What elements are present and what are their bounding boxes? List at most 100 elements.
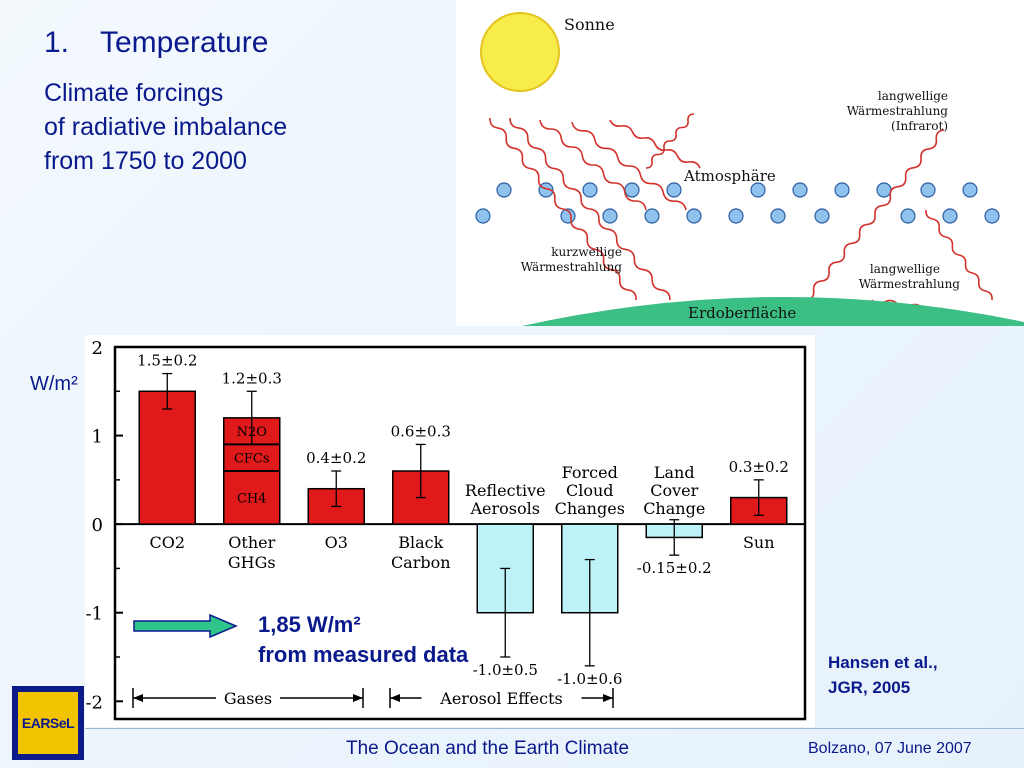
longwave-top-label-1: langwellige <box>878 89 948 103</box>
particle-icon <box>496 182 512 198</box>
citation: Hansen et al., JGR, 2005 <box>828 650 938 700</box>
particle-icon <box>750 182 766 198</box>
particle-icon <box>834 182 850 198</box>
radiation-wave <box>925 209 993 301</box>
radiation-waves <box>489 113 999 321</box>
measured-note: 1,85 W/m² from measured data <box>258 610 468 670</box>
bar-annotation: 0.6±0.3 <box>391 422 451 440</box>
y-tick-label: 1 <box>92 427 103 448</box>
category-label: Cloud <box>566 481 614 500</box>
particle-icon <box>814 208 830 224</box>
radiation-wave <box>571 121 687 211</box>
footer-divider <box>85 728 1024 729</box>
aerosol-bracket-label: Aerosol Effects <box>439 689 562 708</box>
particle-icon <box>475 208 491 224</box>
surface-label: Erdoberfläche <box>688 304 796 322</box>
category-label: Aerosols <box>470 499 540 518</box>
arrow-icon <box>133 614 238 638</box>
particle-icon <box>686 208 702 224</box>
bar-annotation: -0.15±0.2 <box>637 559 712 577</box>
bar-segment-label: CH4 <box>237 492 267 507</box>
category-label: Black <box>398 533 443 552</box>
y-tick-label: 2 <box>92 338 103 359</box>
bar-annotation: 0.4±0.2 <box>306 449 366 467</box>
y-tick-label: -2 <box>85 692 103 713</box>
footer-title: The Ocean and the Earth Climate <box>346 738 630 759</box>
y-tick-label: 0 <box>92 515 103 536</box>
longwave-bottom-label-2: Wärmestrahlung <box>859 277 961 291</box>
bar-segment-label: CFCs <box>234 452 270 467</box>
particle-icon <box>728 208 744 224</box>
particle-icon <box>770 208 786 224</box>
longwave-top-label-3: (Infrarot) <box>891 119 948 133</box>
title-number: 1. <box>44 26 70 59</box>
sun-label: Sonne <box>564 15 615 34</box>
aerosol-bracket-arrowhead <box>603 694 613 702</box>
slide-subtitle: Climate forcings of radiative imbalance … <box>44 76 287 178</box>
logo-text: EARSeL <box>21 715 75 731</box>
group-brackets: Gases Aerosol Effects <box>132 688 614 708</box>
particle-icon <box>666 182 682 198</box>
aerosol-bracket-arrowhead <box>390 694 400 702</box>
earsel-logo: EARSeL <box>12 686 84 760</box>
y-tick-label: -1 <box>85 604 103 625</box>
category-label: Land <box>654 463 695 482</box>
sun-icon <box>480 12 560 92</box>
radiation-wave <box>645 113 695 169</box>
note-line-2: from measured data <box>258 642 469 667</box>
category-label: GHGs <box>228 553 276 572</box>
citation-line-2: JGR, 2005 <box>828 678 911 697</box>
bar-annotation: 0.3±0.2 <box>729 458 789 476</box>
particle-icon <box>792 182 808 198</box>
particle-icon <box>602 208 618 224</box>
atmosphere-label: Atmosphäre <box>683 167 776 185</box>
longwave-bottom-label-1: langwellige <box>870 262 940 276</box>
particle-icon <box>582 182 598 198</box>
subtitle-line: Climate forcings <box>44 79 224 107</box>
greenhouse-diagram-svg: Sonne Atmosphäre langwellige Wärmestrahl… <box>475 12 1024 326</box>
earth-surface <box>522 296 1024 326</box>
category-label: O3 <box>325 533 348 552</box>
particle-icon <box>984 208 1000 224</box>
category-label: Other <box>228 533 275 552</box>
radiation-wave <box>509 117 671 301</box>
radiation-wave <box>805 129 945 301</box>
y-unit-label: W/m² <box>30 373 78 395</box>
shortwave-label-1: kurzwellige <box>551 245 622 259</box>
greenhouse-diagram: Sonne Atmosphäre langwellige Wärmestrahl… <box>456 0 1024 326</box>
note-line-1: 1,85 W/m² <box>258 612 361 637</box>
category-label: Cover <box>650 481 698 500</box>
radiation-wave <box>609 119 701 169</box>
particle-icon <box>624 182 640 198</box>
particle-icon <box>962 182 978 198</box>
longwave-top-label-2: Wärmestrahlung <box>847 104 949 118</box>
particle-icon <box>942 208 958 224</box>
subtitle-line: of radiative imbalance <box>44 113 288 141</box>
plot-frame <box>113 345 807 721</box>
category-label: Forced <box>562 463 618 482</box>
gases-bracket-arrowhead <box>133 694 143 702</box>
radiation-wave <box>539 119 647 211</box>
footer-date: Bolzano, 07 June 2007 <box>808 740 972 757</box>
shortwave-label-2: Wärmestrahlung <box>521 260 623 274</box>
category-label: Sun <box>743 533 775 552</box>
slide-title: 1. Temperature <box>44 26 268 60</box>
subtitle-line: from 1750 to 2000 <box>44 147 247 175</box>
gases-bracket-arrowhead <box>353 694 363 702</box>
bar-annotation: 1.5±0.2 <box>137 352 197 370</box>
atmosphere-particles <box>475 182 1000 224</box>
gases-bracket-label: Gases <box>224 689 272 708</box>
particle-icon <box>920 182 936 198</box>
radiation-wave <box>489 117 637 301</box>
particle-icon <box>644 208 660 224</box>
category-label: CO2 <box>149 533 185 552</box>
bar-annotation: -1.0±0.5 <box>473 661 538 679</box>
category-label: Carbon <box>391 553 451 572</box>
y-axis: 2 1 0 -1 -2 <box>85 338 123 713</box>
forcing-chart: 2 1 0 -1 -2 CH4 CFCs N2O 1.5±0.2 CO2 1.2±0.3 Othe… <box>85 335 815 727</box>
category-label: Change <box>643 499 705 518</box>
bar <box>138 390 196 525</box>
category-label: Changes <box>555 499 625 518</box>
